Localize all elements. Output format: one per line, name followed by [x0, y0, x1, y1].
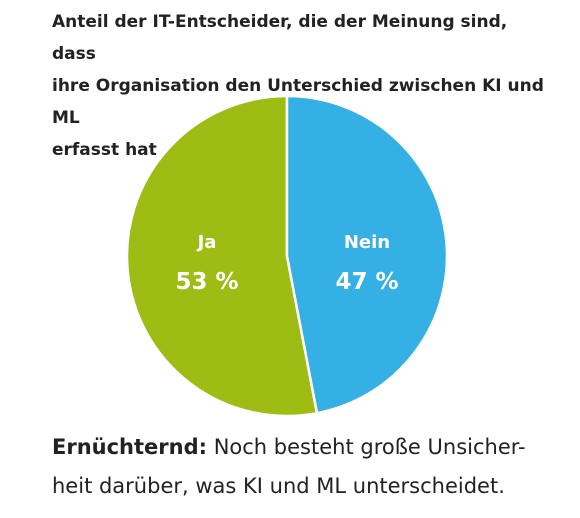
caption-lead: Ernüchternd:	[52, 435, 208, 459]
chart-caption: Ernüchternd: Noch besteht große Unsicher…	[52, 428, 562, 506]
slice-label-nein: Nein	[344, 232, 390, 253]
chart-title-line-1: Anteil der IT-Entscheider, die der Meinu…	[52, 12, 508, 64]
chart-title: Anteil der IT-Entscheider, die der Meinu…	[52, 6, 552, 166]
chart-title-line-3: erfasst hat	[52, 140, 157, 160]
slice-value-ja: 53 %	[175, 269, 238, 295]
pie-slice-nein	[285, 94, 449, 415]
caption-text-line-2: heit darüber, was KI und ML unterscheide…	[52, 474, 505, 498]
pie-slices	[125, 94, 449, 418]
chart-title-line-2: ihre Organisation den Unterschied zwisch…	[52, 76, 544, 128]
slice-label-ja: Ja	[196, 232, 217, 253]
pie-slice-ja	[125, 94, 319, 418]
pie-labels: Ja 53 % Nein 47 %	[175, 232, 398, 295]
slice-value-nein: 47 %	[335, 269, 398, 295]
caption-text-line-1: Noch besteht große Unsicher-	[207, 435, 526, 459]
